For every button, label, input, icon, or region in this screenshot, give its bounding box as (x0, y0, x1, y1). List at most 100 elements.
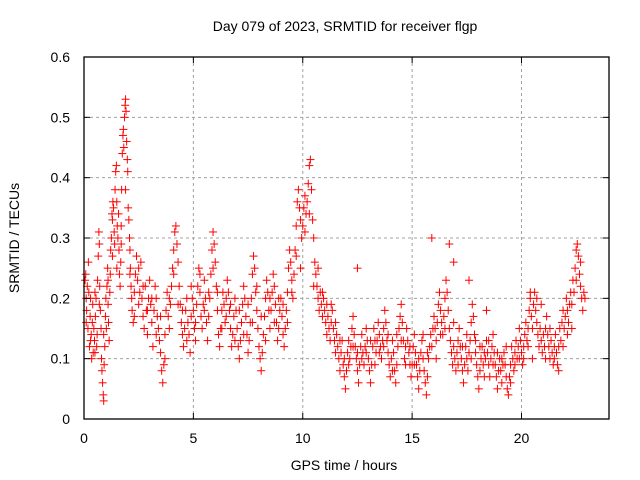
data-point (349, 342, 358, 351)
data-point (567, 300, 576, 309)
data-point (314, 264, 323, 273)
data-point (341, 384, 350, 393)
data-point (284, 264, 293, 273)
data-point (353, 264, 362, 273)
data-point (517, 348, 526, 357)
data-point (120, 113, 129, 122)
data-point (391, 378, 400, 387)
data-point (274, 294, 283, 303)
data-point (235, 354, 244, 363)
data-point (294, 185, 303, 194)
data-point (454, 360, 463, 369)
data-point (474, 384, 483, 393)
data-point (257, 366, 266, 375)
data-point (129, 318, 138, 327)
data-point (417, 336, 426, 345)
data-point (207, 246, 216, 255)
data-point (572, 276, 581, 285)
data-point (420, 366, 429, 375)
data-point (189, 306, 198, 315)
data-point (95, 282, 104, 291)
data-point (480, 348, 489, 357)
data-point (139, 282, 148, 291)
data-point (353, 366, 362, 375)
data-point (239, 282, 248, 291)
data-point (222, 294, 231, 303)
data-point (121, 185, 130, 194)
data-point (547, 336, 556, 345)
data-point (379, 324, 388, 333)
data-point (158, 378, 167, 387)
data-point (293, 197, 302, 206)
data-point (191, 318, 200, 327)
data-point (239, 330, 248, 339)
data-point (439, 312, 448, 321)
data-point (392, 330, 401, 339)
data-point (449, 258, 458, 267)
data-point (174, 258, 183, 267)
data-point (503, 384, 512, 393)
data-point (502, 342, 511, 351)
data-point (114, 209, 123, 218)
data-point (486, 354, 495, 363)
data-point (493, 348, 502, 357)
data-point (291, 246, 300, 255)
data-point (397, 336, 406, 345)
data-point (436, 306, 445, 315)
data-point (97, 366, 106, 375)
data-point (247, 294, 256, 303)
data-point (573, 240, 582, 249)
data-point (529, 300, 538, 309)
data-point (90, 348, 99, 357)
data-point (430, 312, 438, 321)
data-point (344, 336, 353, 345)
data-point (366, 336, 375, 345)
data-point (157, 366, 166, 375)
data-point (519, 354, 528, 363)
y-axis-label: SRMTID / TECUs (6, 183, 22, 293)
data-point (422, 390, 431, 399)
data-point (267, 306, 276, 315)
data-point (504, 390, 513, 399)
data-point (134, 300, 143, 309)
data-point (136, 258, 145, 267)
data-point (388, 336, 397, 345)
data-point (384, 330, 393, 339)
data-point (357, 330, 366, 339)
data-point (354, 378, 363, 387)
data-point (250, 264, 259, 273)
data-point (252, 306, 261, 315)
data-point (421, 378, 430, 387)
data-point (320, 306, 329, 315)
data-point (100, 360, 109, 369)
data-point (299, 203, 308, 212)
data-point (300, 227, 309, 236)
data-point (578, 306, 587, 315)
data-point (133, 276, 142, 285)
data-point (115, 246, 123, 255)
data-point (484, 336, 493, 345)
data-point (361, 342, 370, 351)
data-point (410, 330, 419, 339)
data-point (168, 264, 177, 273)
data-point (101, 294, 110, 303)
data-point (396, 312, 405, 321)
data-point (518, 360, 527, 369)
data-point (86, 336, 95, 345)
data-point (528, 324, 537, 333)
data-point (329, 324, 338, 333)
y-axis: 0 0.1 0.2 0.3 0.4 0.5 0.6 (51, 49, 609, 427)
data-point (304, 179, 313, 188)
data-point (434, 300, 443, 309)
data-point (221, 318, 230, 327)
data-point (542, 312, 551, 321)
data-point (446, 336, 455, 345)
data-point (203, 336, 212, 345)
data-point (552, 348, 561, 357)
data-point (489, 330, 498, 339)
data-point (318, 288, 327, 297)
data-point (195, 288, 204, 297)
data-point (567, 324, 576, 333)
data-point (270, 282, 279, 291)
data-point (296, 264, 305, 273)
